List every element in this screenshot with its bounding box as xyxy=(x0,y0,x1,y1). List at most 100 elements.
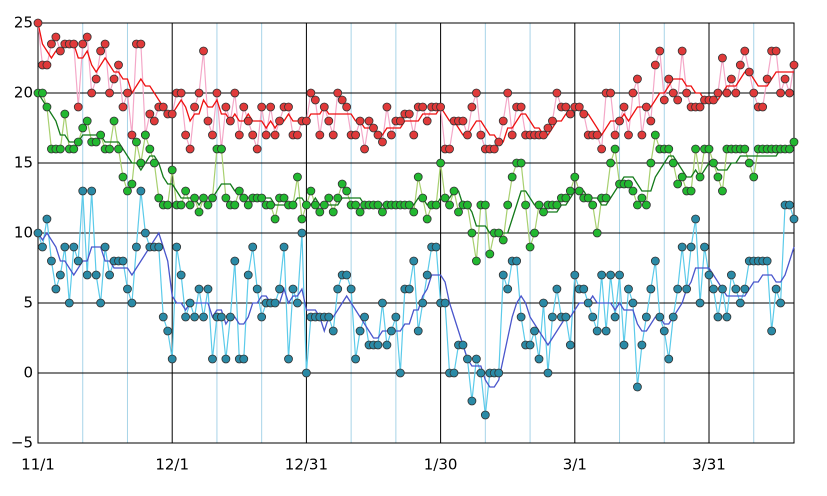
data-point xyxy=(534,200,544,210)
data-point xyxy=(677,172,687,182)
data-point xyxy=(673,95,683,105)
data-point xyxy=(378,207,387,217)
data-point xyxy=(199,46,208,56)
data-point xyxy=(123,284,132,294)
data-point xyxy=(185,298,195,308)
data-point xyxy=(167,109,177,119)
data-point xyxy=(114,144,123,154)
data-point xyxy=(440,298,450,308)
data-point xyxy=(404,200,414,210)
x-tick-label: 3/1 xyxy=(563,456,587,474)
data-point xyxy=(42,102,52,112)
data-point xyxy=(257,312,267,322)
data-point xyxy=(780,74,790,84)
data-point xyxy=(60,242,70,252)
data-point xyxy=(342,102,352,112)
data-point xyxy=(646,158,656,168)
data-point xyxy=(498,116,508,126)
data-point xyxy=(127,179,137,189)
data-point xyxy=(270,130,280,140)
data-point xyxy=(436,158,446,168)
data-point xyxy=(552,88,562,98)
data-point xyxy=(100,242,110,252)
data-point xyxy=(718,53,727,63)
data-point xyxy=(561,312,571,322)
data-point xyxy=(217,144,226,154)
y-tick-label: 0 xyxy=(23,364,33,382)
data-point xyxy=(51,284,61,294)
data-point xyxy=(55,270,65,280)
data-point xyxy=(78,39,88,49)
data-point xyxy=(333,284,343,294)
data-point xyxy=(230,88,240,98)
data-point xyxy=(489,144,499,154)
data-point xyxy=(181,130,191,140)
data-point xyxy=(583,298,593,308)
data-point xyxy=(610,130,620,140)
data-point xyxy=(641,102,651,112)
data-point xyxy=(633,382,642,392)
data-point xyxy=(149,158,159,168)
data-point xyxy=(525,242,535,252)
data-point xyxy=(709,95,718,105)
data-point xyxy=(726,74,736,84)
data-point xyxy=(507,130,517,140)
data-point xyxy=(158,312,168,322)
data-point xyxy=(252,144,262,154)
data-point xyxy=(306,186,316,196)
data-point xyxy=(548,116,557,126)
data-point xyxy=(109,116,119,126)
data-point xyxy=(91,270,101,280)
data-point xyxy=(221,193,231,203)
data-point xyxy=(664,354,674,364)
data-point xyxy=(132,137,141,147)
data-point xyxy=(561,193,571,203)
data-point xyxy=(668,158,678,168)
data-point xyxy=(624,179,633,189)
data-point xyxy=(55,144,65,154)
data-point xyxy=(279,193,289,203)
data-point xyxy=(735,298,745,308)
data-point xyxy=(33,18,43,28)
data-point xyxy=(633,200,642,210)
data-point xyxy=(677,46,687,56)
data-point xyxy=(230,200,240,210)
data-point xyxy=(606,88,615,98)
data-point xyxy=(225,312,235,322)
data-point xyxy=(234,130,244,140)
data-point xyxy=(105,144,114,154)
data-point xyxy=(355,326,365,336)
data-point xyxy=(105,270,114,280)
data-point xyxy=(284,354,293,364)
data-point xyxy=(91,137,101,147)
data-point xyxy=(324,193,334,203)
data-point xyxy=(722,88,732,98)
data-point xyxy=(404,284,414,294)
data-point xyxy=(431,242,441,252)
data-point xyxy=(64,298,74,308)
data-point xyxy=(190,312,199,322)
data-point xyxy=(704,270,714,280)
data-point xyxy=(418,193,428,203)
data-point xyxy=(257,102,267,112)
data-point xyxy=(624,284,633,294)
data-point xyxy=(561,102,571,112)
data-point xyxy=(641,200,651,210)
data-point xyxy=(570,270,580,280)
data-point xyxy=(351,354,361,364)
data-point xyxy=(574,186,584,196)
data-point xyxy=(261,130,271,140)
data-point xyxy=(565,340,575,350)
data-point xyxy=(767,326,777,336)
data-point xyxy=(324,116,334,126)
data-point xyxy=(333,193,343,203)
data-point xyxy=(132,242,141,252)
data-point xyxy=(208,130,217,140)
y-tick-label: −5 xyxy=(11,434,33,452)
data-point xyxy=(659,95,669,105)
data-point xyxy=(521,200,530,210)
data-point xyxy=(409,130,419,140)
data-point xyxy=(136,39,146,49)
data-point xyxy=(771,284,781,294)
data-point xyxy=(628,298,638,308)
